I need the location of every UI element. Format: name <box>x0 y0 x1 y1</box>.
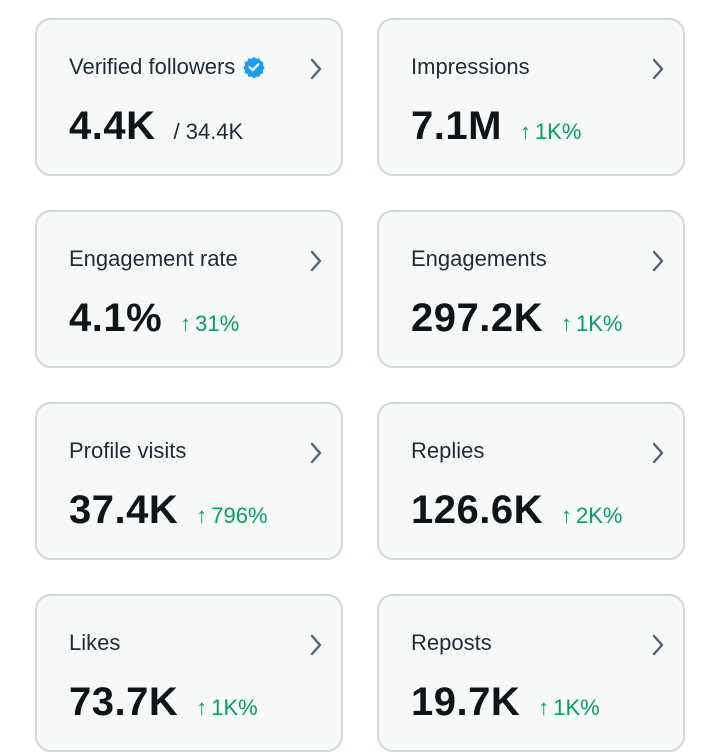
up-arrow-icon: ↑ <box>196 695 208 720</box>
verified-badge-icon <box>243 56 266 78</box>
card-change: ↑ 31% <box>180 311 239 337</box>
chevron-right-icon <box>310 250 322 272</box>
card-title-row: Impressions <box>411 54 530 80</box>
card-title: Verified followers <box>69 54 236 79</box>
card-title-row: Likes <box>69 630 120 656</box>
card-replies[interactable]: Replies 126.6K ↑ 2K% <box>377 402 685 560</box>
card-change-value: 31% <box>195 311 240 336</box>
card-change: ↑ 796% <box>196 503 267 529</box>
card-value: 4.4K <box>69 104 156 148</box>
card-title-row: Replies <box>411 438 484 464</box>
card-title: Replies <box>411 438 485 463</box>
chevron-right-icon <box>310 58 322 80</box>
card-value-row: 297.2K ↑ 1K% <box>411 296 622 341</box>
card-change-value: 1K% <box>211 695 258 720</box>
card-engagements[interactable]: Engagements 297.2K ↑ 1K% <box>377 210 685 368</box>
chevron-right-icon <box>652 442 664 464</box>
card-title: Reposts <box>411 630 492 655</box>
up-arrow-icon: ↑ <box>196 503 208 528</box>
card-change-value: 1K% <box>553 695 600 720</box>
card-value: 126.6K <box>411 488 543 532</box>
up-arrow-icon: ↑ <box>180 311 192 336</box>
up-arrow-icon: ↑ <box>560 503 572 528</box>
card-value: 37.4K <box>69 488 179 532</box>
card-change: ↑ 1K% <box>561 311 622 337</box>
chevron-right-icon <box>310 442 322 464</box>
card-value: 297.2K <box>411 296 543 340</box>
chevron-right-icon <box>652 250 664 272</box>
card-engagement-rate[interactable]: Engagement rate 4.1% ↑ 31% <box>35 210 343 368</box>
card-value-row: 126.6K ↑ 2K% <box>411 488 622 533</box>
card-change-value: 1K% <box>534 119 582 144</box>
card-title: Engagements <box>411 246 547 271</box>
card-title: Impressions <box>411 54 530 79</box>
card-title-row: Profile visits <box>69 438 186 464</box>
card-title: Profile visits <box>69 438 187 463</box>
card-change: ↑ 2K% <box>561 503 622 529</box>
analytics-card-grid: Verified followers 4.4K / 34.4K Impressi… <box>35 18 685 752</box>
card-value-row: 73.7K ↑ 1K% <box>69 680 258 725</box>
card-value-row: 4.1% ↑ 31% <box>69 296 239 341</box>
card-change: ↑ 1K% <box>520 119 581 145</box>
chevron-right-icon <box>652 634 664 656</box>
card-value: 4.1% <box>69 296 163 340</box>
card-value-row: 7.1M ↑ 1K% <box>411 104 581 149</box>
card-reposts[interactable]: Reposts 19.7K ↑ 1K% <box>377 594 685 752</box>
card-total: / 34.4K <box>173 119 244 144</box>
card-value-row: 4.4K / 34.4K <box>69 104 243 149</box>
card-likes[interactable]: Likes 73.7K ↑ 1K% <box>35 594 343 752</box>
card-change-value: 796% <box>211 503 268 528</box>
card-profile-visits[interactable]: Profile visits 37.4K ↑ 796% <box>35 402 343 560</box>
card-title-row: Engagement rate <box>69 246 238 272</box>
card-value: 19.7K <box>411 680 521 724</box>
card-value-row: 37.4K ↑ 796% <box>69 488 268 533</box>
chevron-right-icon <box>652 58 664 80</box>
card-title-row: Reposts <box>411 630 492 656</box>
card-title: Engagement rate <box>69 246 238 271</box>
chevron-right-icon <box>310 634 322 656</box>
card-change: ↑ 1K% <box>538 695 599 721</box>
card-value: 7.1M <box>411 104 502 148</box>
card-title-row: Verified followers <box>69 54 266 80</box>
up-arrow-icon: ↑ <box>519 119 531 144</box>
card-change-value: 1K% <box>575 311 623 336</box>
card-change-value: 2K% <box>575 503 623 528</box>
card-title: Likes <box>69 630 121 655</box>
card-impressions[interactable]: Impressions 7.1M ↑ 1K% <box>377 18 685 176</box>
card-title-row: Engagements <box>411 246 547 272</box>
up-arrow-icon: ↑ <box>538 695 550 720</box>
up-arrow-icon: ↑ <box>560 311 572 336</box>
card-verified-followers[interactable]: Verified followers 4.4K / 34.4K <box>35 18 343 176</box>
card-change: ↑ 1K% <box>196 695 257 721</box>
card-value-row: 19.7K ↑ 1K% <box>411 680 600 725</box>
card-value: 73.7K <box>69 680 179 724</box>
